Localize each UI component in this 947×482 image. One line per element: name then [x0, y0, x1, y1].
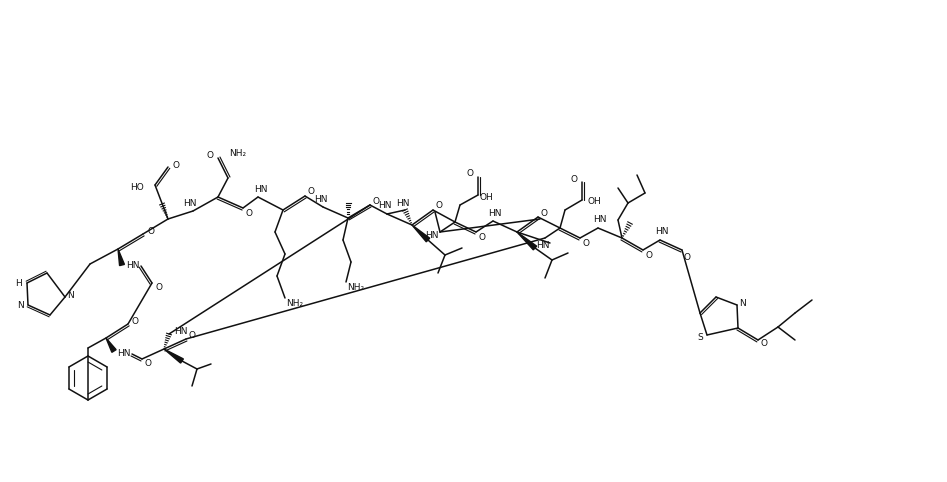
Text: O: O [760, 339, 767, 348]
Text: O: O [646, 251, 652, 259]
Text: N: N [740, 299, 746, 308]
Text: O: O [148, 227, 154, 236]
Text: N: N [66, 291, 73, 299]
Text: O: O [436, 201, 442, 211]
Text: HN: HN [378, 201, 392, 211]
Text: O: O [155, 282, 163, 292]
Text: HN: HN [254, 185, 268, 193]
Text: HN: HN [489, 209, 502, 217]
Text: S: S [697, 334, 703, 343]
Text: OH: OH [479, 193, 492, 202]
Text: O: O [308, 187, 314, 197]
Text: O: O [206, 151, 213, 161]
Text: N: N [18, 302, 25, 310]
Text: HO: HO [130, 183, 144, 191]
Text: HN: HN [425, 230, 438, 240]
Text: NH₂: NH₂ [348, 283, 365, 293]
Text: HN: HN [396, 199, 410, 207]
Text: O: O [541, 209, 547, 217]
Text: O: O [188, 331, 195, 339]
Polygon shape [517, 232, 537, 250]
Polygon shape [164, 349, 184, 363]
Text: O: O [145, 360, 152, 369]
Text: O: O [132, 317, 138, 325]
Text: NH₂: NH₂ [229, 148, 246, 158]
Text: O: O [684, 253, 690, 262]
Text: O: O [570, 175, 578, 185]
Text: HN: HN [174, 327, 188, 336]
Text: H: H [15, 279, 23, 287]
Text: O: O [245, 210, 253, 218]
Text: O: O [478, 232, 486, 241]
Text: HN: HN [314, 195, 328, 203]
Text: NH₂: NH₂ [286, 298, 304, 308]
Text: HN: HN [593, 215, 607, 225]
Text: HN: HN [184, 199, 197, 207]
Text: O: O [172, 161, 180, 170]
Text: O: O [582, 239, 589, 247]
Text: OH: OH [587, 198, 601, 206]
Text: HN: HN [536, 241, 550, 250]
Polygon shape [412, 225, 430, 242]
Text: O: O [372, 197, 380, 205]
Text: O: O [467, 170, 474, 178]
Polygon shape [118, 249, 124, 266]
Polygon shape [106, 338, 116, 352]
Text: HN: HN [117, 348, 131, 358]
Text: HN: HN [126, 262, 140, 270]
Text: HN: HN [655, 228, 669, 237]
